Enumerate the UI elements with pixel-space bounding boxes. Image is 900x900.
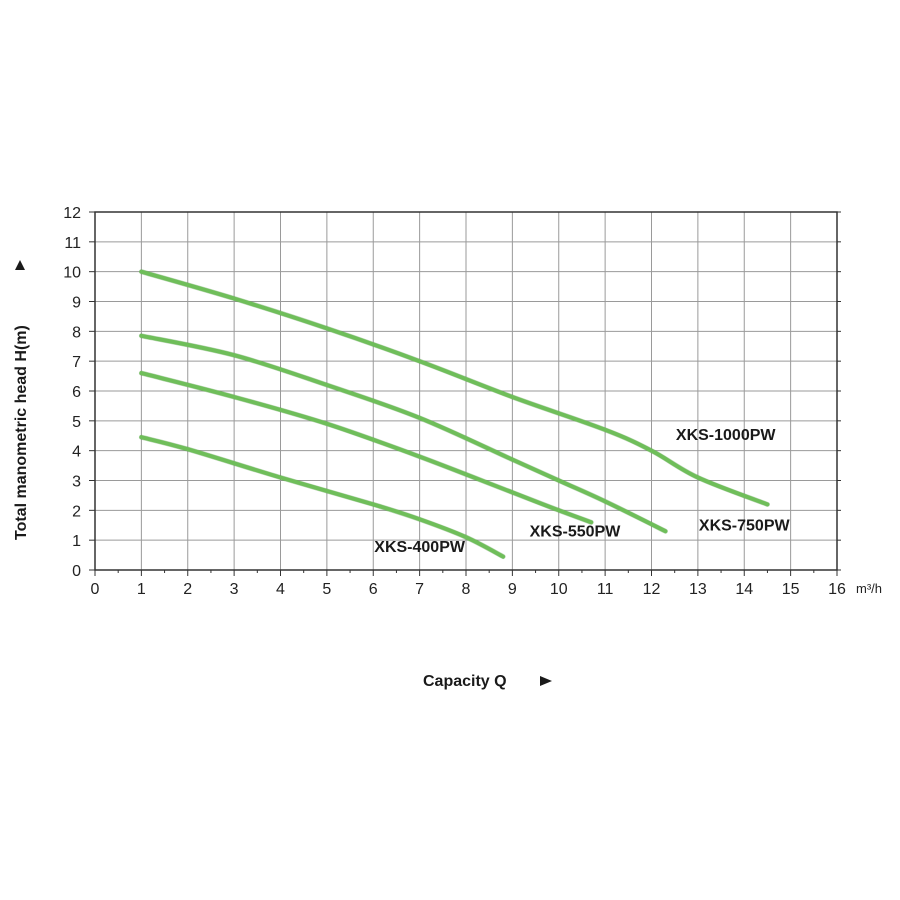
y-tick-label: 7 [72,354,81,371]
x-tick-label: 16 [828,581,846,598]
y-tick-label: 5 [72,414,81,431]
x-axis-arrow-icon [540,676,552,686]
series-label-xks-550pw: XKS-550PW [530,524,622,541]
x-tick-label: 2 [183,581,192,598]
y-axis-arrow-icon [15,260,25,270]
x-tick-label: 8 [462,581,471,598]
x-tick-label: 1 [137,581,146,598]
grid [95,212,837,570]
series-label-xks-750pw: XKS-750PW [699,518,791,535]
y-tick-label: 3 [72,474,81,491]
x-tick-label: 13 [689,581,707,598]
y-tick-label: 12 [63,205,81,222]
x-axis-title: Capacity Q [423,673,552,690]
x-tick-label: 4 [276,581,285,598]
x-tick-label: 15 [782,581,800,598]
series-label-xks-400pw: XKS-400PW [374,539,466,556]
x-tick-label: 10 [550,581,568,598]
y-tick-label: 11 [64,235,81,252]
x-tick-label: 12 [643,581,661,598]
series-line-xks-400pw [139,435,506,559]
x-tick-label: 7 [415,581,424,598]
series-lines [138,269,770,560]
x-tick-label: 11 [597,581,614,598]
x-tick-label: 6 [369,581,378,598]
series-label-xks-1000pw: XKS-1000PW [676,427,776,444]
x-tick-label: 5 [322,581,331,598]
y-tick-label: 1 [72,533,81,550]
x-tick-label: 3 [230,581,239,598]
y-tick-label: 9 [72,295,81,312]
x-axis-ticks: 0 1 2 3 4 5 6 7 8 9 10 11 12 13 14 15 16 [91,570,846,598]
y-tick-label: 8 [72,324,81,341]
series-line-xks-550pw [139,371,594,525]
y-tick-label: 6 [72,384,81,401]
x-tick-label: 14 [735,581,753,598]
series-line-shadow [138,333,668,534]
y-tick-label: 0 [72,563,81,580]
x-tick-label: 0 [91,581,100,598]
y-axis-label: Total manometric head H(m) [13,325,30,540]
y-tick-label: 2 [72,503,81,520]
y-tick-label: 4 [72,444,81,461]
series-line-xks-750pw [139,333,668,534]
x-tick-label: 9 [508,581,517,598]
x-unit-label: m³/h [856,581,882,596]
series-line-xks-1000pw [139,269,770,507]
y-axis-title: Total manometric head H(m) [13,260,30,540]
x-axis-label: Capacity Q [423,673,507,690]
series-labels: XKS-1000PW XKS-750PW XKS-550PW XKS-400PW [374,427,790,556]
y-tick-label: 10 [63,265,81,282]
